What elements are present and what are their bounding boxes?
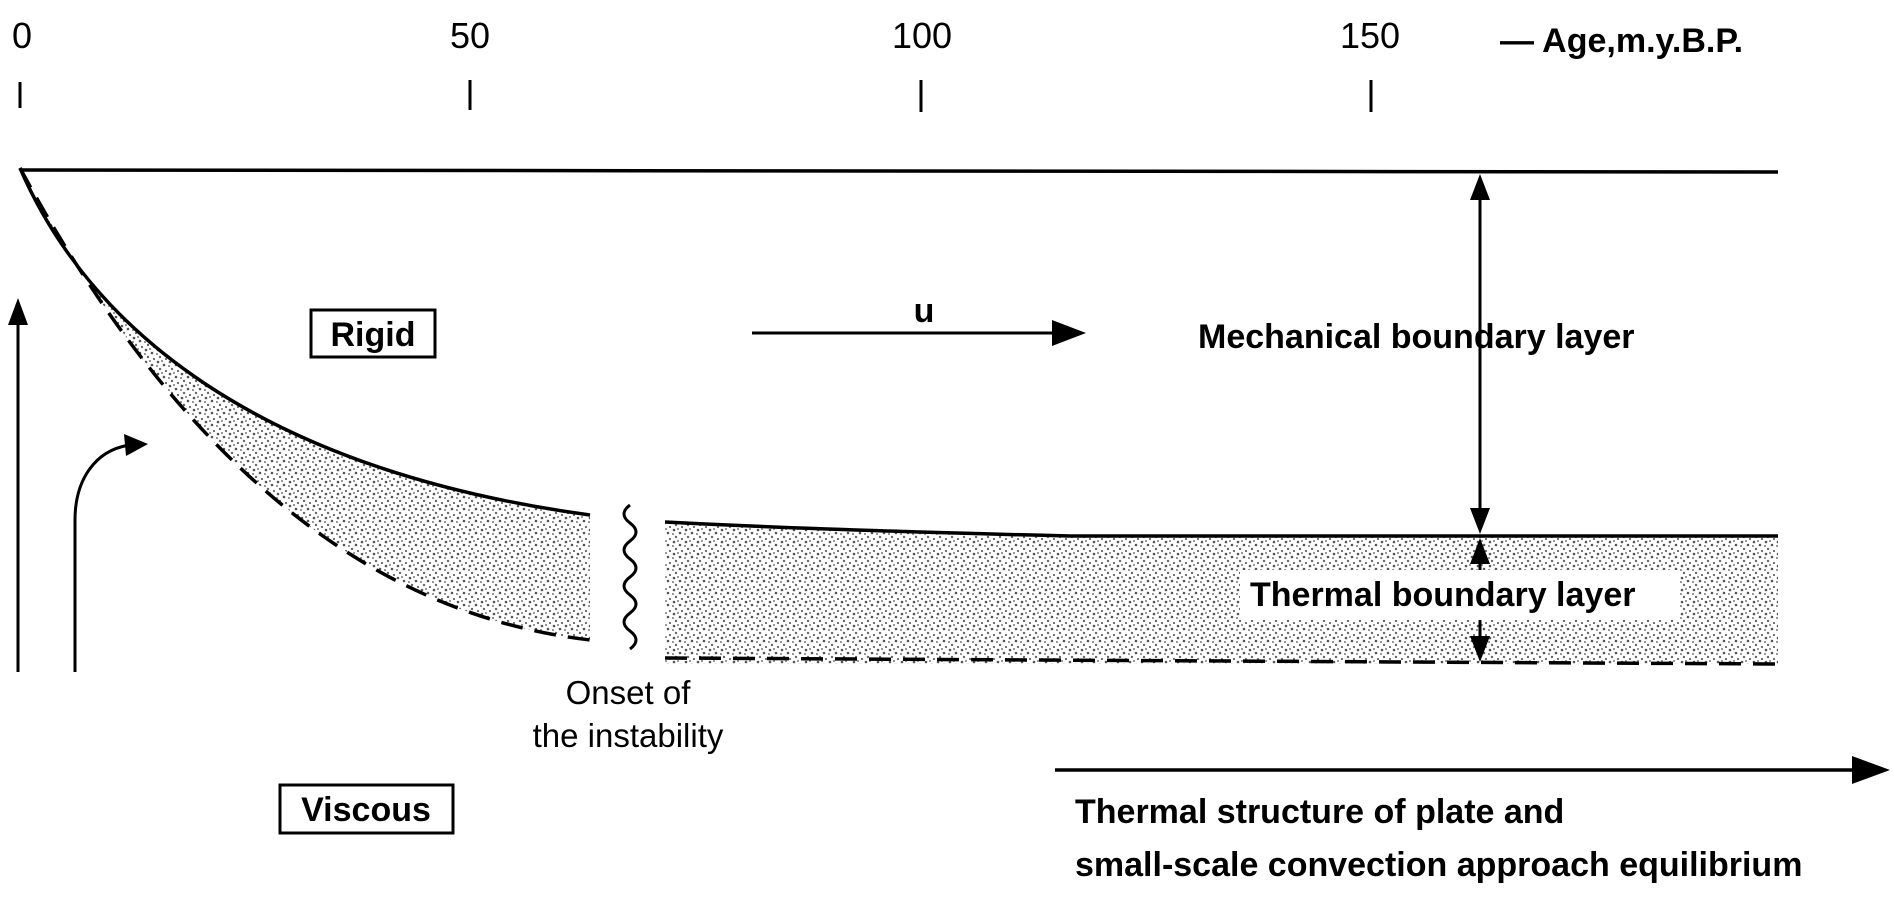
thermal-layer-band-young: [20, 168, 590, 640]
curved-flow-arrow-icon: [73, 443, 131, 672]
thermal-layer-label-bg: [1240, 570, 1680, 620]
mechanical-layer-arrowhead-top-icon: [1470, 174, 1490, 200]
tick-label-100: 100: [892, 15, 952, 56]
curved-flow-arrowhead-icon: [124, 434, 148, 456]
tick-label-150: 150: [1340, 15, 1400, 56]
plate-velocity-arrowhead-icon: [1052, 320, 1086, 346]
equilibrium-arrowhead-icon: [1852, 756, 1890, 784]
viscous-box: [278, 783, 455, 835]
mechanical-layer-base-old: [664, 520, 1778, 538]
equilibrium-note-line2: small-scale convection approach equilibr…: [1075, 846, 1802, 884]
thermal-layer-base-young: [18, 167, 591, 642]
mechanical-layer-label: Mechanical boundary layer: [1198, 318, 1635, 356]
onset-label-line2: the instability: [533, 717, 724, 754]
tick-label-50: 50: [450, 15, 490, 56]
equilibrium-note-line1: Thermal structure of plate and: [1075, 793, 1564, 831]
mechanical-layer-base-young: [18, 167, 591, 517]
thermal-layer-arrowhead-top-icon: [1470, 538, 1490, 564]
onset-label-line1: Onset of: [566, 674, 692, 711]
tick-label-0: 0: [12, 15, 32, 56]
thermal-layer-base-old: [664, 656, 1779, 666]
age-axis-label: — Age,m.y.B.P.: [1500, 22, 1743, 60]
rigid-box: [309, 308, 437, 359]
instability-wave-icon: [622, 503, 638, 651]
viscous-label: Viscous: [301, 791, 431, 829]
velocity-label: u: [914, 292, 935, 330]
upwelling-arrowhead-icon: [8, 298, 28, 325]
rigid-label: Rigid: [331, 316, 416, 354]
age-axis: 0 50 100 150 — Age,m.y.B.P.: [12, 15, 1743, 112]
thermal-layer-arrowhead-bottom-icon: [1470, 636, 1490, 662]
mechanical-layer-arrowhead-bottom-icon: [1470, 508, 1490, 534]
plate-surface-line: [19, 168, 1779, 174]
thermal-layer-label: Thermal boundary layer: [1250, 576, 1635, 614]
thermal-layer-band-old: [665, 522, 1778, 664]
